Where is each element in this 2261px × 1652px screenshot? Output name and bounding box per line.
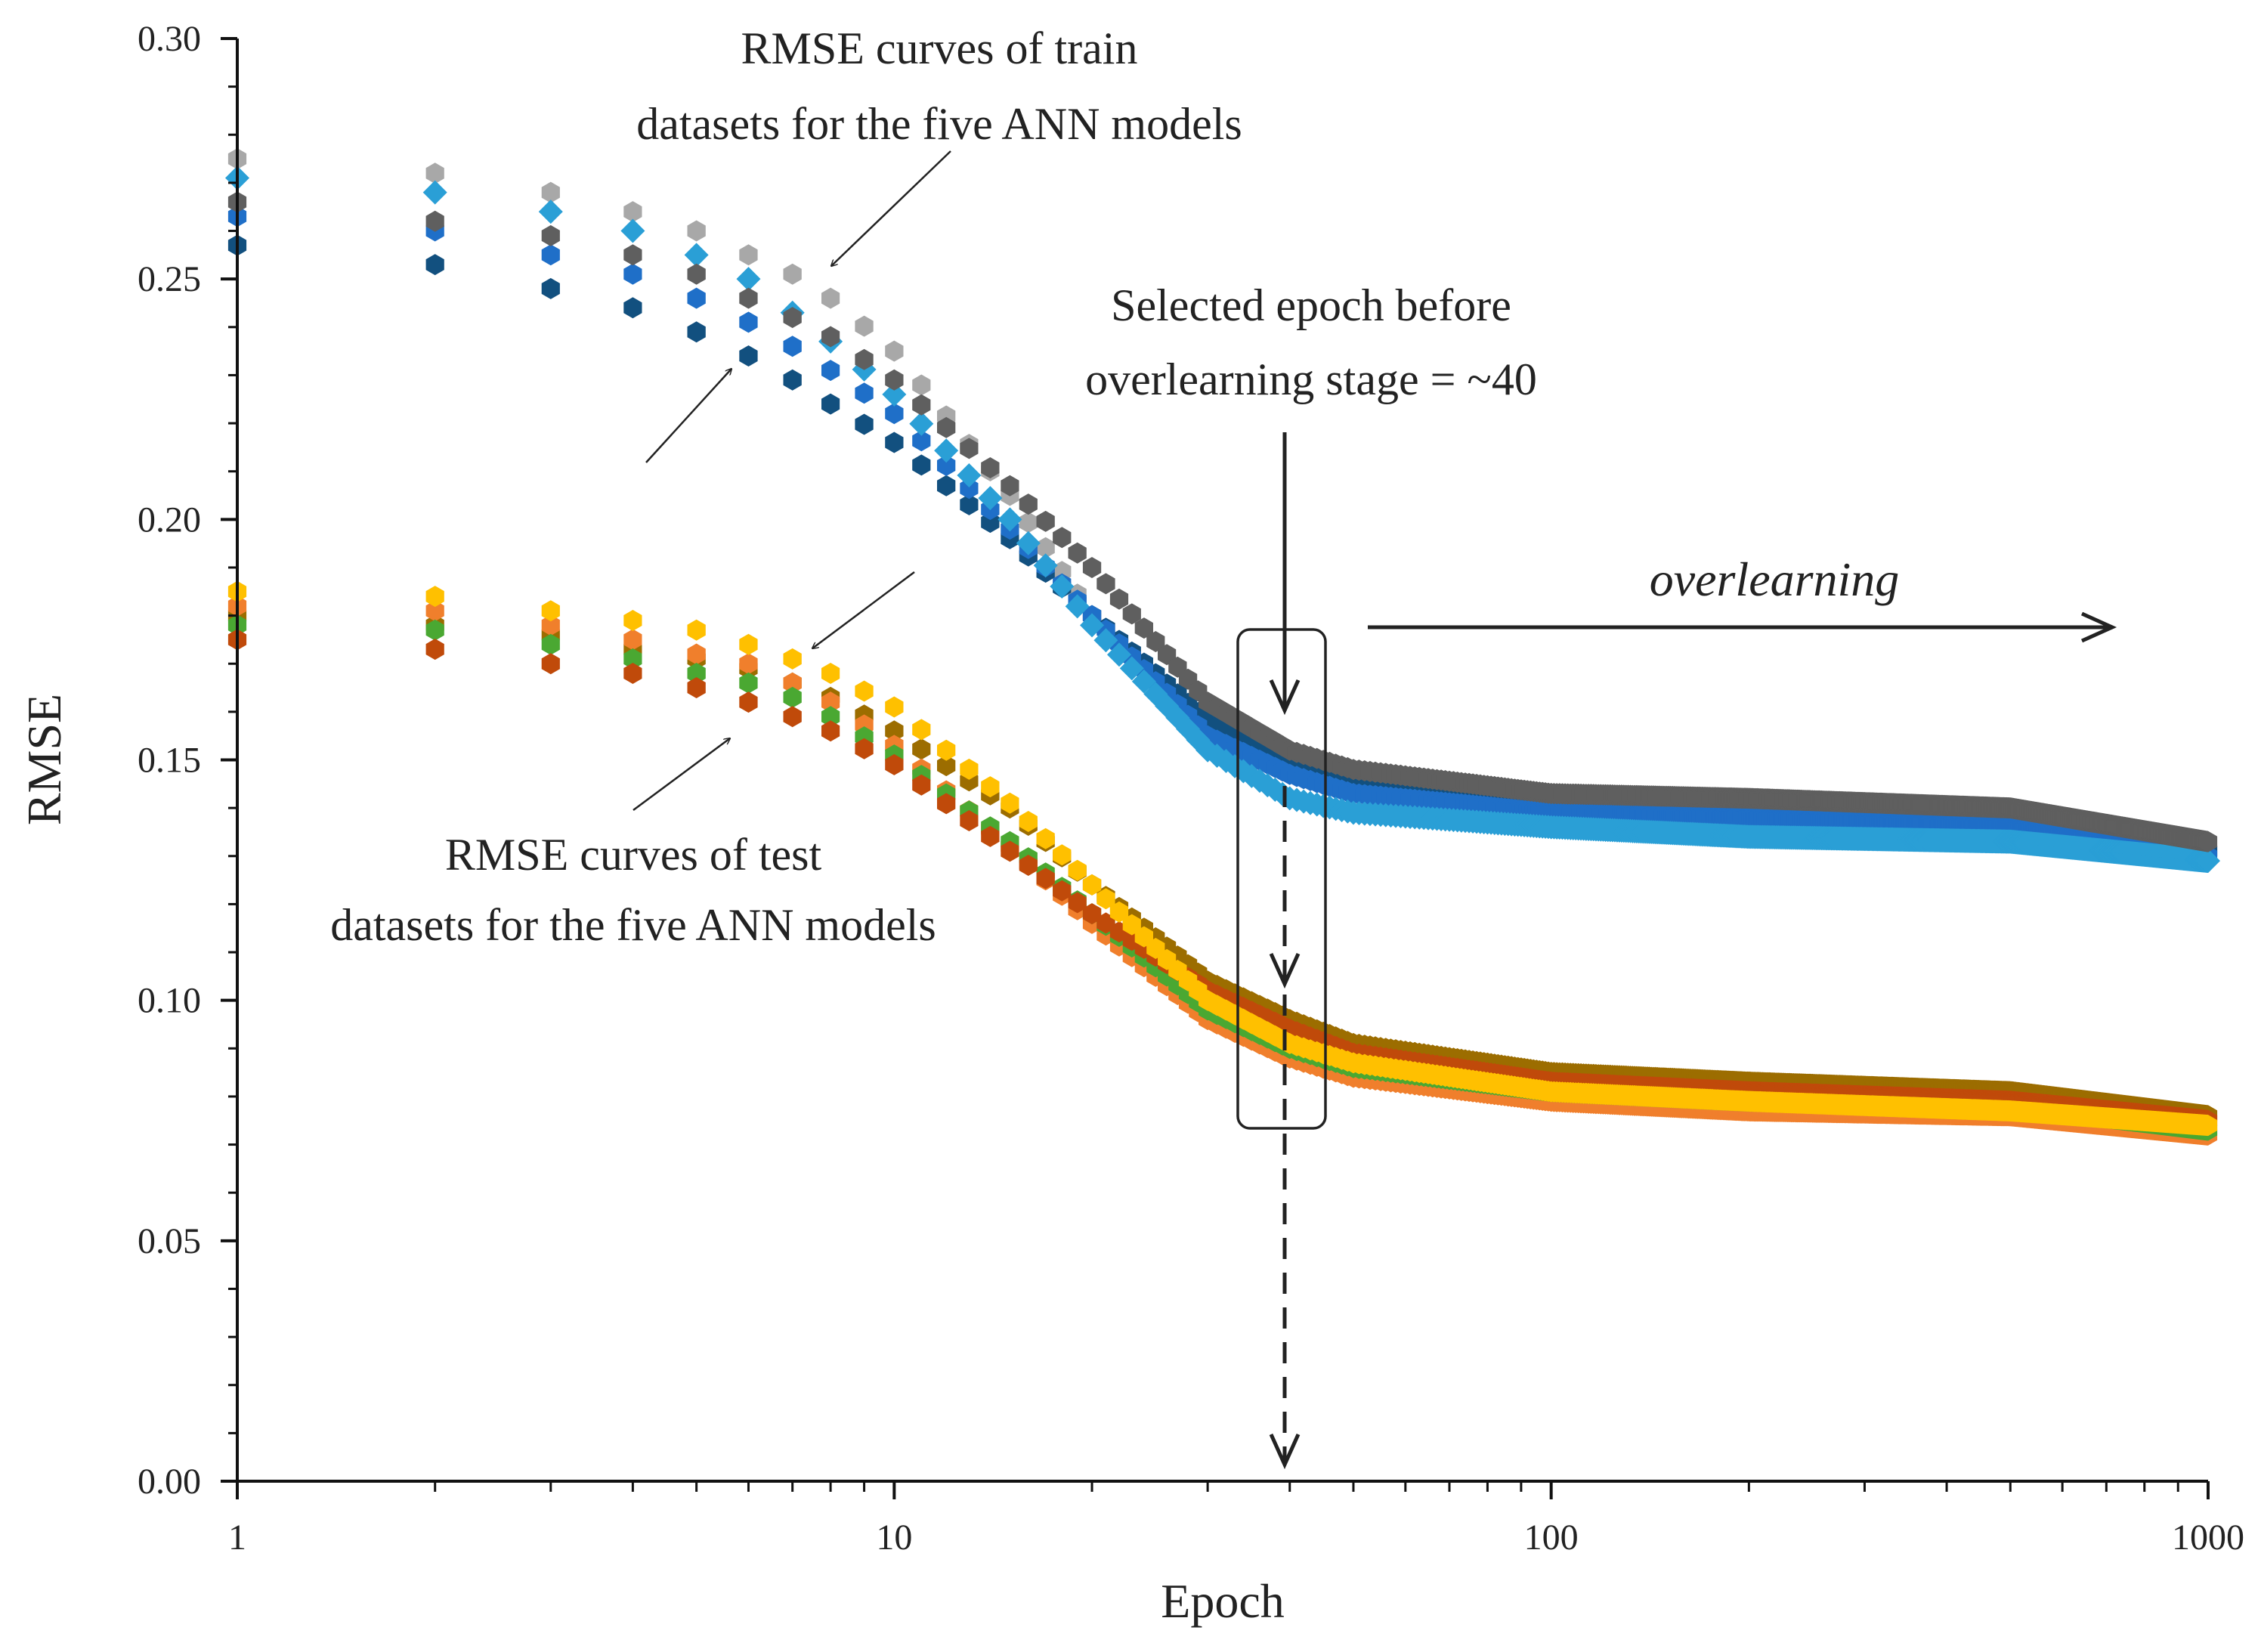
data-point [739,633,758,655]
data-point [687,677,706,698]
data-point [783,686,802,708]
data-point [885,696,904,718]
data-point [541,633,560,655]
data-point [937,739,956,761]
data-point [821,706,840,728]
data-point [425,639,444,660]
data-point [687,663,706,684]
data-point [821,691,840,713]
series-layer [225,148,2220,1146]
data-point [425,600,444,622]
data-point [541,600,560,622]
data-point [425,619,444,641]
data-point [821,720,840,742]
data-point [739,653,758,675]
data-point [623,663,642,684]
data-point [783,648,802,670]
data-point [687,619,706,641]
data-point [885,720,904,742]
data-point [821,663,840,684]
data-point [783,706,802,728]
data-point [623,610,642,631]
data-point [623,648,642,670]
data-point [912,738,931,760]
data-point [541,614,560,636]
data-point [912,719,931,741]
data-point [937,755,956,777]
data-point [623,629,642,651]
data-point [783,672,802,694]
data-point [739,672,758,694]
data-point [687,643,706,665]
data-point [425,586,444,608]
data-point [855,680,874,702]
data-point [541,653,560,675]
data-point [739,691,758,713]
